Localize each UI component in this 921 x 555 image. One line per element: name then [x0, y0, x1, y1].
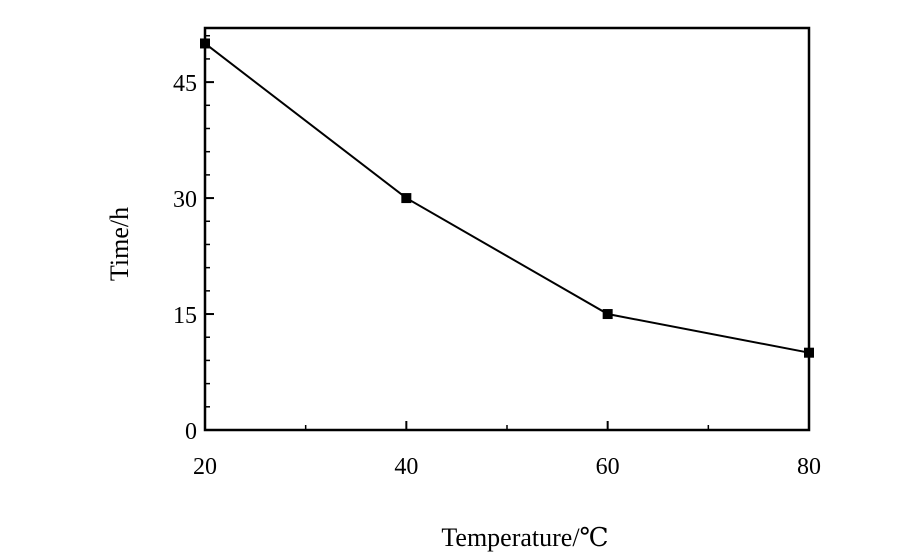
y-axis-title: Time/h: [105, 207, 134, 281]
minor-ticks: [205, 34, 710, 430]
major-ticks: [204, 81, 810, 431]
data-markers: [200, 38, 814, 358]
data-point: [401, 193, 412, 204]
data-point: [804, 347, 814, 358]
x-tick-label: 40: [394, 454, 418, 480]
y-tick-label: 0: [185, 419, 197, 445]
x-tick-label: 80: [797, 454, 821, 480]
tick-labels: 20 40 60 80 0 15 30 45: [173, 71, 821, 480]
x-axis-title: Temperature/℃: [441, 523, 608, 552]
y-tick-label: 45: [173, 71, 197, 97]
y-tick-label: 30: [173, 187, 197, 213]
x-tick-label: 20: [193, 454, 217, 480]
y-tick-label: 15: [173, 303, 197, 329]
plot-frame: [203, 26, 811, 432]
data-point: [200, 38, 210, 49]
data-point: [602, 309, 613, 320]
series-line: [204, 42, 810, 354]
x-tick-label: 60: [596, 454, 620, 480]
